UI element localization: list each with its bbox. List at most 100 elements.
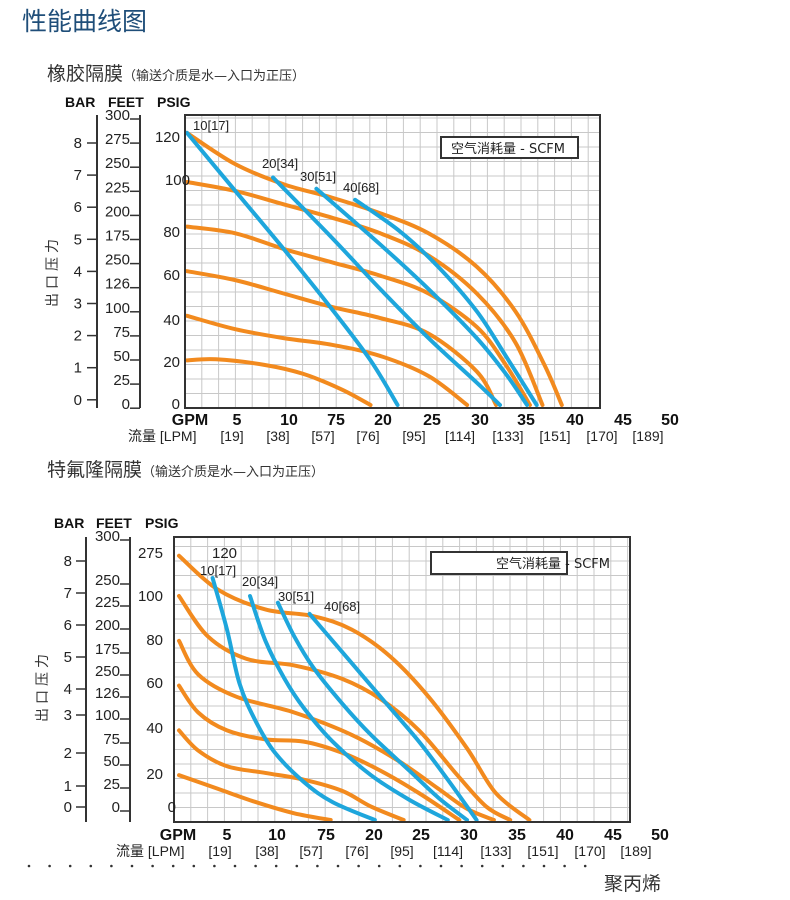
pressure-curve — [185, 224, 532, 407]
lpm-tick-label: [114] — [445, 428, 475, 444]
pressure-curve — [177, 594, 513, 822]
pressure-curve — [177, 553, 532, 822]
gpm-tick-label: 40 — [566, 412, 584, 429]
pressure-curve — [177, 773, 333, 822]
separator-dot — [295, 864, 299, 868]
bar-tick-label: 7 — [64, 585, 72, 602]
bar-tick-label: 1 — [74, 360, 82, 377]
air-consumption-curve — [271, 175, 502, 407]
separator-dot — [542, 864, 546, 868]
psig-tick-label: 80 — [146, 632, 163, 649]
feet-tick-label: 50 — [113, 348, 130, 365]
air-curve-label: 20[34] — [262, 156, 298, 171]
psig-tick-label: 0 — [172, 396, 180, 413]
gpm-tick-label: 5 — [223, 827, 232, 844]
bar-tick-label: 2 — [74, 328, 82, 345]
feet-tick-label: 200 — [105, 203, 130, 220]
lpm-tick-label: [57] — [299, 843, 322, 859]
feet-tick-label: 225 — [105, 179, 130, 196]
bar-tick-label: 8 — [74, 135, 82, 152]
pressure-curve — [185, 357, 373, 407]
feet-tick-label: 250 — [95, 663, 120, 680]
psig-tick-label: 0 — [168, 799, 176, 816]
gpm-tick-label: 20 — [374, 412, 392, 429]
separator-dot — [48, 864, 51, 868]
bar-tick-label: 4 — [64, 681, 72, 698]
axis-unit-bar: BAR — [65, 94, 95, 110]
lpm-tick-label: [76] — [345, 843, 368, 859]
curves — [185, 130, 564, 407]
separator-dot — [130, 864, 134, 868]
bar-tick-label: 5 — [64, 649, 72, 666]
lpm-tick-label: [57] — [311, 428, 334, 444]
chart-2: 特氟隆隔膜（输送介质是水—入口为正压）10[17]20[34]30[51]40[… — [35, 459, 669, 859]
feet-tick-label: 0 — [122, 396, 130, 413]
air-consumption-curve — [307, 611, 479, 822]
feet-tick-label: 300 — [105, 107, 130, 124]
separator-dot — [398, 864, 402, 868]
separator-dot — [522, 864, 525, 868]
gpm-tick-label: 10 — [268, 827, 286, 844]
separator-dot — [563, 864, 566, 868]
lpm-tick-label: [38] — [266, 428, 289, 444]
separator-dot — [171, 864, 175, 868]
air-consumption-curve — [275, 600, 469, 822]
separator-dot — [213, 864, 216, 868]
feet-tick-label: 250 — [105, 155, 130, 172]
lpm-tick-label: [133] — [480, 843, 511, 859]
feet-tick-label: 275 — [105, 131, 130, 148]
psig-tick-label: 100 — [165, 172, 190, 189]
air-curve-label: 40[68] — [324, 599, 360, 614]
psig-tick-label: 120 — [155, 129, 180, 146]
lpm-tick-label: [95] — [390, 843, 413, 859]
bar-tick-label: 3 — [74, 296, 82, 313]
lpm-tick-label: [189] — [632, 428, 663, 444]
air-consumption-curve — [185, 130, 400, 407]
lpm-tick-label: [151] — [539, 428, 570, 444]
air-consumption-curve — [353, 197, 539, 407]
axis-unit-feet: FEET — [96, 515, 132, 531]
chart-heading: 特氟隆隔膜（输送介质是水—入口为正压） — [47, 459, 324, 481]
feet-tick-label: 100 — [105, 300, 130, 317]
gpm-tick-label: 35 — [517, 412, 535, 429]
lpm-axis-label: 流量 [LPM] — [128, 428, 196, 444]
separator-dot — [460, 864, 463, 868]
gpm-tick-label: 50 — [661, 412, 679, 429]
gpm-tick-label: 30 — [460, 827, 478, 844]
gpm-tick-label: 25 — [423, 412, 441, 429]
psig-tick-label: 120 — [212, 545, 237, 562]
legend-box — [440, 136, 579, 159]
gpm-tick-label: 45 — [604, 827, 622, 844]
pressure-curve — [185, 180, 545, 407]
lpm-tick-label: [189] — [620, 843, 651, 859]
separator-dot — [27, 864, 31, 868]
pressure-curve — [177, 638, 496, 822]
separator-dot — [357, 864, 360, 868]
psig-tick-label: 60 — [146, 675, 163, 692]
lpm-tick-label: [76] — [356, 428, 379, 444]
psig-tick-label: 60 — [163, 267, 180, 284]
separator-dot — [480, 864, 484, 868]
separator-dot — [254, 864, 257, 868]
separator-dot — [439, 864, 443, 868]
chart-heading: 橡胶隔膜（输送介质是水—入口为正压） — [47, 63, 305, 85]
separator-dot — [316, 864, 319, 868]
feet-tick-label: 126 — [105, 276, 130, 293]
air-curve-label: 30[51] — [278, 589, 314, 604]
axis-unit-feet: FEET — [108, 94, 144, 110]
feet-tick-label: 175 — [95, 641, 120, 658]
psig-tick-label: 275 — [138, 545, 163, 562]
gpm-tick-label: 75 — [327, 412, 345, 429]
chart-heading-note: （输送介质是水—入口为正压） — [142, 464, 324, 480]
feet-tick-label: 100 — [95, 707, 120, 724]
bar-tick-label: 6 — [74, 199, 82, 216]
separator-dot — [274, 864, 278, 868]
separator-dot — [192, 864, 196, 868]
axis-unit-psig: PSIG — [145, 515, 179, 531]
lpm-tick-label: [19] — [208, 843, 231, 859]
psig-tick-label: 100 — [138, 588, 163, 605]
lpm-tick-label: [170] — [574, 843, 605, 859]
separator-dot — [68, 864, 72, 868]
y-axis-label: 出口压力 — [45, 235, 61, 307]
material-label: 聚丙烯 — [604, 873, 661, 895]
